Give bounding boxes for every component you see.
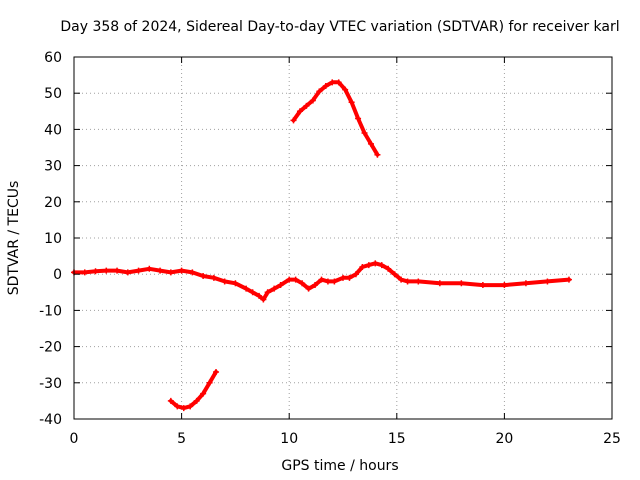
y-tick-label: 0 — [53, 267, 62, 283]
y-axis-title: SDTVAR / TECUs — [6, 181, 22, 296]
y-tick-label: -40 — [39, 412, 62, 428]
y-tick-label: -10 — [39, 303, 62, 319]
series-segment-morning — [168, 369, 218, 411]
data-point — [346, 274, 353, 281]
data-point — [404, 278, 411, 285]
data-point — [286, 276, 293, 283]
data-point — [124, 269, 131, 276]
axis-ticks: 0 5 10 15 20 25 -40 -30 -20 -10 0 10 20 30 40 50 60 — [39, 50, 621, 447]
data-point — [180, 405, 187, 412]
y-tick-label: 50 — [44, 86, 62, 102]
data-point — [200, 273, 207, 280]
data-point — [458, 280, 465, 287]
data-point — [309, 97, 316, 104]
grid — [74, 57, 612, 419]
data-point — [378, 262, 385, 269]
data-point — [352, 271, 359, 278]
data-point — [193, 397, 200, 404]
data-point — [361, 130, 368, 137]
data-point — [522, 280, 529, 287]
data-point — [372, 260, 379, 267]
y-tick-label: 30 — [44, 159, 62, 175]
data-point — [331, 278, 338, 285]
data-point — [249, 289, 256, 296]
data-point — [81, 269, 88, 276]
data-point — [187, 403, 194, 410]
data-point — [264, 289, 271, 296]
x-tick-label: 0 — [70, 431, 79, 447]
data-point — [296, 108, 303, 115]
data-point — [290, 117, 297, 124]
data-point — [367, 140, 374, 147]
data-point — [146, 265, 153, 272]
data-point — [385, 265, 392, 272]
y-tick-label: 20 — [44, 195, 62, 211]
data-point — [271, 285, 278, 292]
data-point — [92, 268, 99, 275]
data-point — [213, 368, 220, 375]
x-tick-label: 10 — [280, 431, 298, 447]
data-point — [335, 79, 342, 86]
x-axis-title: GPS time / hours — [281, 458, 398, 474]
data-point — [260, 296, 267, 303]
data-point — [221, 278, 228, 285]
data-point — [167, 397, 174, 404]
data-point — [374, 151, 381, 158]
y-tick-label: -30 — [39, 376, 62, 392]
x-tick-label: 15 — [388, 431, 406, 447]
data-point — [355, 115, 362, 122]
y-tick-label: 60 — [44, 50, 62, 66]
data-point — [415, 278, 422, 285]
data-point — [342, 86, 349, 93]
y-tick-label: -20 — [39, 340, 62, 356]
series-segment-noon — [291, 80, 380, 157]
data-point — [277, 282, 284, 289]
data-point — [340, 274, 346, 281]
data-point — [436, 280, 443, 287]
data-point — [292, 276, 299, 283]
data-point — [303, 102, 310, 109]
data-point — [189, 269, 196, 276]
chart-title: Day 358 of 2024, Sidereal Day-to-day VTE… — [60, 19, 619, 35]
series-layer — [71, 79, 572, 412]
data-point — [365, 262, 372, 269]
data-point — [135, 267, 142, 274]
data-point — [256, 292, 263, 299]
data-point — [391, 271, 398, 278]
x-tick-label: 5 — [177, 431, 186, 447]
y-tick-label: 10 — [44, 231, 62, 247]
data-point — [206, 379, 213, 386]
data-point — [299, 280, 306, 287]
data-point — [305, 285, 312, 292]
data-point — [501, 282, 508, 289]
data-point — [348, 99, 355, 106]
data-point — [157, 267, 164, 274]
data-point — [200, 390, 207, 397]
data-point — [210, 274, 217, 281]
data-point — [232, 280, 239, 287]
data-point — [324, 278, 331, 285]
data-point — [398, 276, 405, 283]
data-point — [316, 88, 323, 95]
data-point — [114, 267, 121, 274]
data-point — [167, 269, 174, 276]
data-point — [329, 79, 336, 86]
data-point — [359, 263, 366, 270]
x-tick-label: 20 — [495, 431, 513, 447]
data-point — [318, 276, 325, 283]
data-point — [174, 403, 181, 410]
data-point — [565, 276, 572, 283]
data-point — [178, 267, 185, 274]
data-point — [322, 82, 329, 89]
y-tick-label: 40 — [44, 122, 62, 138]
data-point — [103, 267, 110, 274]
data-point — [243, 285, 250, 292]
data-point — [312, 282, 319, 289]
data-point — [479, 282, 486, 289]
data-point — [544, 278, 551, 285]
x-tick-label: 25 — [603, 431, 621, 447]
